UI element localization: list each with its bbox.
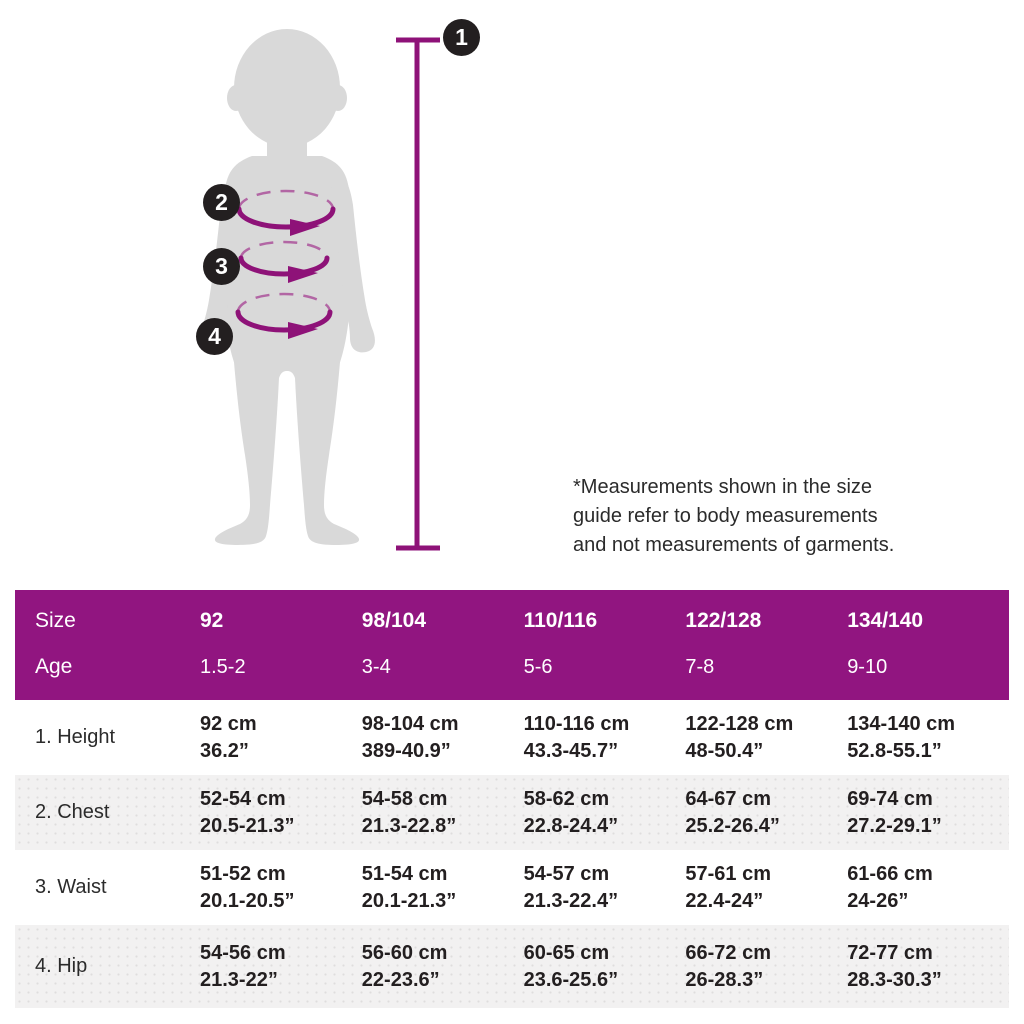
marker-4-number: 4: [208, 323, 221, 349]
measurement-cell: 54-56 cm 21.3-22”: [200, 941, 286, 991]
table-row-chest: 2. Chest 52-54 cm 20.5-21.3” 54-58 cm 21.3…: [15, 775, 1009, 850]
measurement-cell: 52-54 cm 20.5-21.3”: [200, 787, 295, 837]
measurement-cell: 61-66 cm 24-26”: [847, 862, 933, 912]
measurement-cell: 54-58 cm 21.3-22.8”: [361, 787, 457, 837]
size-value: 134/140: [847, 609, 924, 632]
row-label: 4. Hip: [35, 955, 88, 977]
note-line: and not measurements of garments.: [573, 534, 895, 556]
age-value: 7-8: [685, 655, 715, 678]
marker-2-number: 2: [215, 189, 228, 215]
table-row-height: 1. Height 92 cm 36.2” 98-104 cm 389-40.9” …: [15, 700, 1009, 775]
child-silhouette-image: [199, 29, 375, 545]
measurement-cell: 69-74 cm 27.2-29.1”: [847, 787, 942, 837]
size-table: Size 92 98/104 110/116 122/128 134/140 A…: [15, 590, 1009, 1008]
size-value: 110/116: [523, 609, 598, 632]
size-header-row: Size 92 98/104 110/116 122/128 134/140: [15, 598, 1009, 644]
size-label: Size: [35, 609, 76, 632]
row-label: 3. Waist: [35, 876, 107, 898]
table-row-waist: 3. Waist 51-52 cm 20.1-20.5” 51-54 cm 20.1…: [15, 850, 1009, 925]
size-value: 122/128: [685, 609, 762, 632]
measurement-cell: 92 cm 36.2”: [200, 712, 257, 762]
table-header: Size 92 98/104 110/116 122/128 134/140 A…: [15, 590, 1009, 700]
marker-1-height-icon: 1: [443, 19, 480, 56]
size-value: 92: [200, 609, 224, 632]
marker-4-hip-icon: 4: [196, 318, 233, 355]
measurement-cell: 54-57 cm 21.3-22.4”: [523, 862, 619, 912]
measurement-cell: 58-62 cm 22.8-24.4”: [523, 787, 619, 837]
height-measure-line: [396, 37, 440, 551]
table-row-hip: 4. Hip 54-56 cm 21.3-22” 56-60 cm 22-23.6”…: [15, 925, 1009, 1008]
marker-3-waist-icon: 3: [203, 248, 240, 285]
note-line: guide refer to body measurements: [573, 505, 878, 527]
measurement-cell: 122-128 cm 48-50.4”: [685, 712, 794, 762]
measurement-cell: 60-65 cm 23.6-25.6”: [523, 941, 619, 991]
note-line: *Measurements shown in the size: [573, 476, 873, 498]
measurement-cell: 64-67 cm 25.2-26.4”: [685, 787, 780, 837]
chest-tape-ellipse: [236, 189, 336, 236]
measurement-cell: 134-140 cm 52.8-55.1”: [847, 712, 956, 762]
measurement-cell: 56-60 cm 22-23.6”: [361, 941, 448, 991]
size-value: 98/104: [361, 609, 427, 632]
measurement-cell: 72-77 cm 28.3-30.3”: [847, 941, 942, 991]
age-header-row: Age 1.5-2 3-4 5-6 7-8 9-10: [15, 644, 1009, 690]
row-label: 2. Chest: [35, 801, 110, 823]
hip-tape-ellipse: [235, 292, 333, 339]
age-label: Age: [35, 655, 73, 678]
measurement-cell: 66-72 cm 26-28.3”: [685, 941, 772, 991]
measurement-cell: 98-104 cm 389-40.9”: [361, 712, 459, 762]
measurement-cell: 110-116 cm 43.3-45.7”: [523, 712, 630, 762]
measurement-cell: 51-54 cm 20.1-21.3”: [361, 862, 457, 912]
measurement-cell: 57-61 cm 22.4-24”: [685, 862, 772, 912]
measurements-note: *Measurements shown in the size guide re…: [573, 473, 953, 560]
waist-tape-ellipse: [238, 240, 330, 283]
marker-3-number: 3: [215, 253, 228, 279]
age-value: 1.5-2: [200, 655, 246, 678]
size-guide-figure: [199, 29, 440, 551]
age-value: 3-4: [361, 655, 391, 678]
marker-1-number: 1: [455, 24, 468, 50]
age-value: 5-6: [523, 655, 553, 678]
marker-2-chest-icon: 2: [203, 184, 240, 221]
age-value: 9-10: [847, 655, 888, 678]
measurement-cell: 51-52 cm 20.1-20.5”: [200, 862, 295, 912]
row-label: 1. Height: [35, 726, 116, 748]
